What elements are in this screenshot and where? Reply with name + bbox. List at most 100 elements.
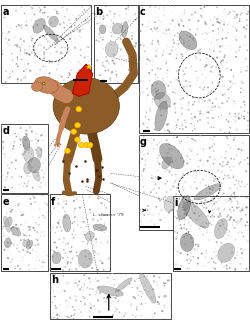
Point (236, 51, 240, 56)
Point (219, 240, 223, 246)
Point (242, 100, 246, 105)
Point (90, 265, 94, 271)
Point (73, 36, 77, 41)
Point (83, 248, 87, 253)
Point (96, 285, 100, 290)
Point (202, 80, 205, 85)
Point (23, 50, 27, 56)
Point (244, 56, 248, 61)
Point (104, 45, 108, 50)
Point (190, 148, 194, 153)
Point (24, 160, 28, 166)
Point (100, 228, 104, 233)
Point (194, 32, 198, 37)
Point (237, 163, 241, 168)
Point (55, 312, 59, 317)
Point (15, 42, 19, 47)
Point (98, 73, 102, 78)
Point (150, 83, 154, 88)
Point (233, 266, 237, 271)
Text: c: c (140, 7, 146, 17)
Point (169, 187, 173, 192)
Point (34, 140, 38, 145)
Ellipse shape (42, 82, 45, 85)
Point (106, 67, 110, 72)
Point (106, 234, 110, 239)
Point (89, 305, 93, 310)
Point (10, 209, 14, 214)
Point (80, 26, 84, 31)
Point (208, 145, 212, 151)
Point (100, 62, 104, 67)
Point (194, 207, 198, 212)
Point (42, 229, 46, 234)
Point (77, 29, 81, 34)
Bar (139, 5, 249, 133)
Point (192, 180, 196, 185)
Point (128, 80, 132, 85)
Point (45, 202, 49, 207)
Point (97, 31, 101, 36)
Point (96, 195, 100, 200)
Point (216, 242, 220, 247)
Point (184, 230, 188, 236)
Point (25, 181, 29, 186)
Point (157, 212, 161, 217)
Point (234, 54, 238, 59)
Ellipse shape (75, 137, 80, 142)
Point (228, 164, 232, 169)
Point (167, 146, 171, 152)
Point (6, 75, 10, 81)
Point (225, 162, 229, 167)
Point (42, 71, 46, 76)
Point (214, 65, 218, 70)
Point (23, 150, 27, 155)
Point (64, 215, 68, 221)
Point (188, 145, 192, 151)
Point (24, 233, 28, 239)
Point (148, 8, 152, 13)
Point (199, 119, 203, 125)
Point (223, 130, 227, 135)
Point (150, 67, 154, 73)
Point (189, 235, 193, 240)
Point (205, 196, 209, 201)
Point (65, 281, 69, 286)
Point (28, 245, 32, 250)
Point (206, 213, 210, 219)
Point (133, 44, 137, 49)
Point (192, 195, 196, 201)
Point (30, 129, 34, 134)
Point (15, 42, 19, 47)
Point (200, 7, 204, 12)
Point (104, 4, 108, 9)
Point (190, 128, 194, 133)
Point (156, 282, 160, 287)
Point (50, 247, 54, 253)
Point (55, 9, 59, 14)
Point (202, 205, 206, 210)
Point (181, 175, 185, 180)
Point (164, 138, 168, 143)
Point (235, 28, 239, 33)
Point (72, 235, 76, 240)
Point (31, 47, 35, 52)
Point (138, 135, 142, 140)
Point (154, 20, 158, 25)
Point (193, 10, 197, 15)
Point (59, 59, 63, 64)
Point (190, 12, 194, 17)
Point (151, 287, 155, 292)
Point (156, 156, 160, 161)
Point (189, 223, 193, 228)
Point (186, 232, 190, 238)
Point (239, 69, 243, 74)
Point (37, 215, 41, 220)
Point (28, 227, 32, 232)
Point (186, 230, 190, 235)
Ellipse shape (87, 143, 93, 148)
Point (218, 211, 222, 216)
Point (118, 13, 122, 18)
Point (19, 174, 23, 179)
Point (212, 260, 216, 265)
